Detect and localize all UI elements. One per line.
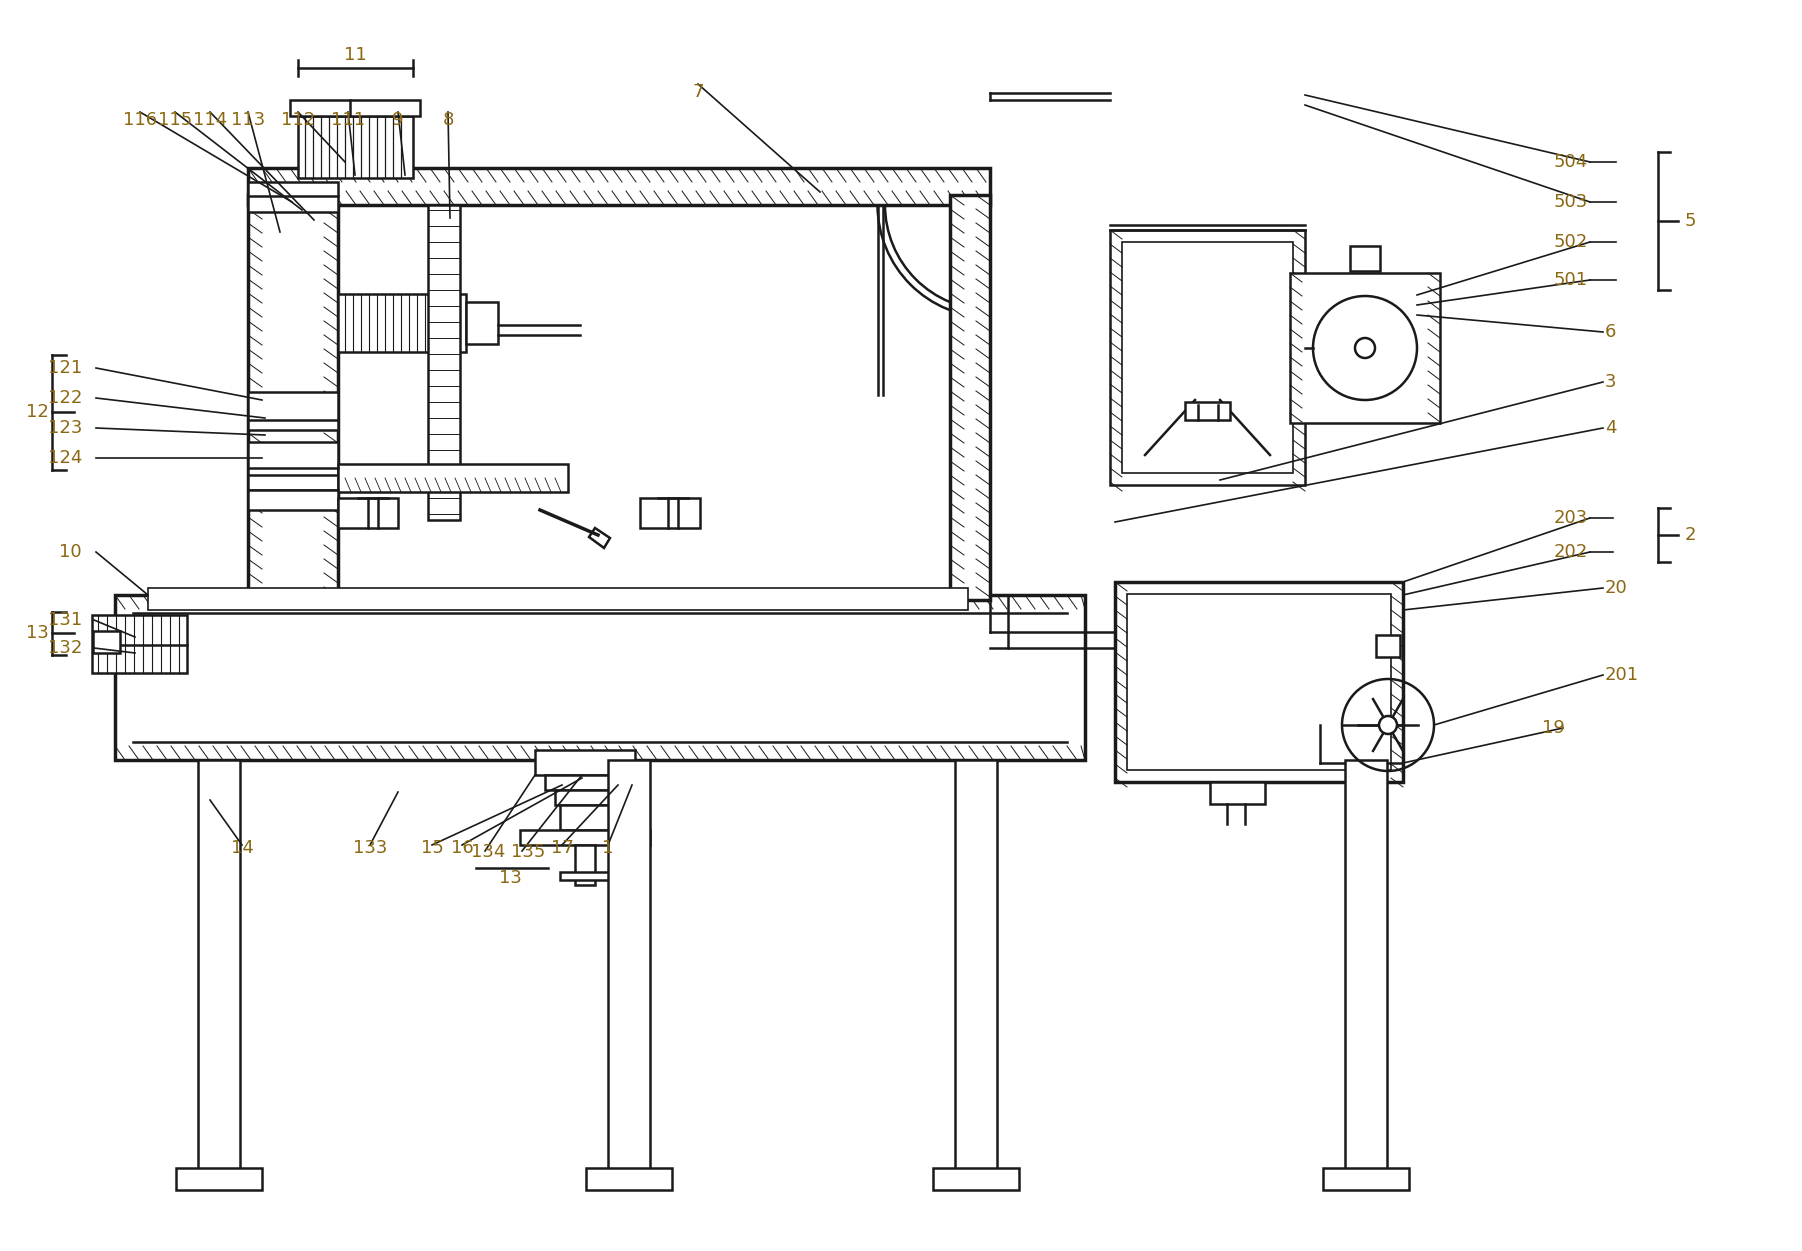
Bar (586, 1168, 672, 1190)
Bar (555, 789, 614, 804)
Text: 135: 135 (510, 843, 546, 861)
Text: 111: 111 (332, 111, 366, 129)
Bar (249, 490, 339, 510)
Text: 504: 504 (1553, 153, 1588, 171)
Text: 2: 2 (1685, 525, 1696, 544)
Text: 7: 7 (692, 83, 705, 101)
Bar (249, 442, 339, 490)
Bar (115, 595, 1085, 761)
Text: 11: 11 (344, 46, 366, 64)
Text: 14: 14 (231, 839, 254, 857)
Bar (249, 181, 339, 211)
Text: 501: 501 (1553, 271, 1588, 289)
Bar (1377, 636, 1400, 657)
Bar (92, 615, 187, 673)
Bar (544, 776, 625, 789)
Circle shape (1379, 716, 1397, 734)
Circle shape (1355, 338, 1375, 358)
Bar (955, 761, 997, 1175)
Bar (148, 588, 968, 610)
Text: 9: 9 (393, 111, 404, 129)
Text: 15: 15 (420, 839, 443, 857)
Text: 5: 5 (1685, 211, 1696, 230)
Text: 19: 19 (1543, 719, 1564, 737)
Bar (560, 804, 611, 829)
Bar (249, 392, 339, 430)
Bar (94, 631, 121, 653)
Text: 202: 202 (1553, 543, 1588, 560)
Bar (1350, 246, 1380, 271)
Bar (575, 844, 595, 884)
Text: 133: 133 (353, 839, 387, 857)
Bar (290, 100, 420, 116)
Bar (1110, 230, 1305, 485)
Text: 203: 203 (1553, 509, 1588, 527)
Bar (950, 195, 989, 600)
Text: 114: 114 (193, 111, 227, 129)
Bar (1123, 241, 1294, 473)
Text: 116: 116 (123, 111, 157, 129)
Bar (521, 829, 651, 844)
Bar (1115, 582, 1404, 782)
Text: 17: 17 (551, 839, 573, 857)
Text: 1: 1 (602, 839, 614, 857)
Bar (560, 872, 611, 879)
Bar (429, 205, 460, 520)
Text: 20: 20 (1606, 579, 1627, 597)
Text: 12: 12 (25, 403, 49, 422)
Bar (1344, 761, 1388, 1175)
Polygon shape (589, 528, 611, 548)
Bar (933, 1168, 1018, 1190)
Text: 112: 112 (281, 111, 315, 129)
Bar (339, 498, 398, 528)
Text: 502: 502 (1553, 233, 1588, 251)
Text: 3: 3 (1606, 373, 1616, 392)
Bar (297, 116, 413, 178)
Bar (339, 294, 467, 352)
Bar (640, 498, 699, 528)
Text: 8: 8 (441, 111, 454, 129)
Bar (1209, 782, 1265, 804)
Bar (535, 751, 634, 776)
Text: 13: 13 (25, 624, 49, 642)
Text: 134: 134 (470, 843, 505, 861)
Text: 131: 131 (47, 610, 83, 629)
Bar (1323, 1168, 1409, 1190)
Bar (177, 1168, 261, 1190)
Text: 113: 113 (231, 111, 265, 129)
Bar (467, 301, 497, 344)
Bar (249, 168, 989, 205)
Bar (249, 195, 339, 600)
Text: 123: 123 (47, 419, 83, 437)
Bar (198, 761, 240, 1175)
Text: 201: 201 (1606, 666, 1640, 684)
Bar (339, 464, 568, 492)
Text: 122: 122 (47, 389, 83, 407)
Bar (1126, 594, 1391, 771)
Bar (607, 761, 651, 1175)
Text: 16: 16 (450, 839, 474, 857)
Text: 132: 132 (47, 639, 83, 657)
Bar (1290, 273, 1440, 423)
Text: 115: 115 (159, 111, 193, 129)
Text: 124: 124 (47, 449, 83, 467)
Bar (1186, 402, 1231, 420)
Text: 6: 6 (1606, 323, 1616, 342)
Text: 121: 121 (47, 359, 83, 377)
Text: 4: 4 (1606, 419, 1616, 437)
Text: 503: 503 (1553, 193, 1588, 211)
Text: 13: 13 (499, 869, 521, 887)
Text: 10: 10 (59, 543, 83, 560)
